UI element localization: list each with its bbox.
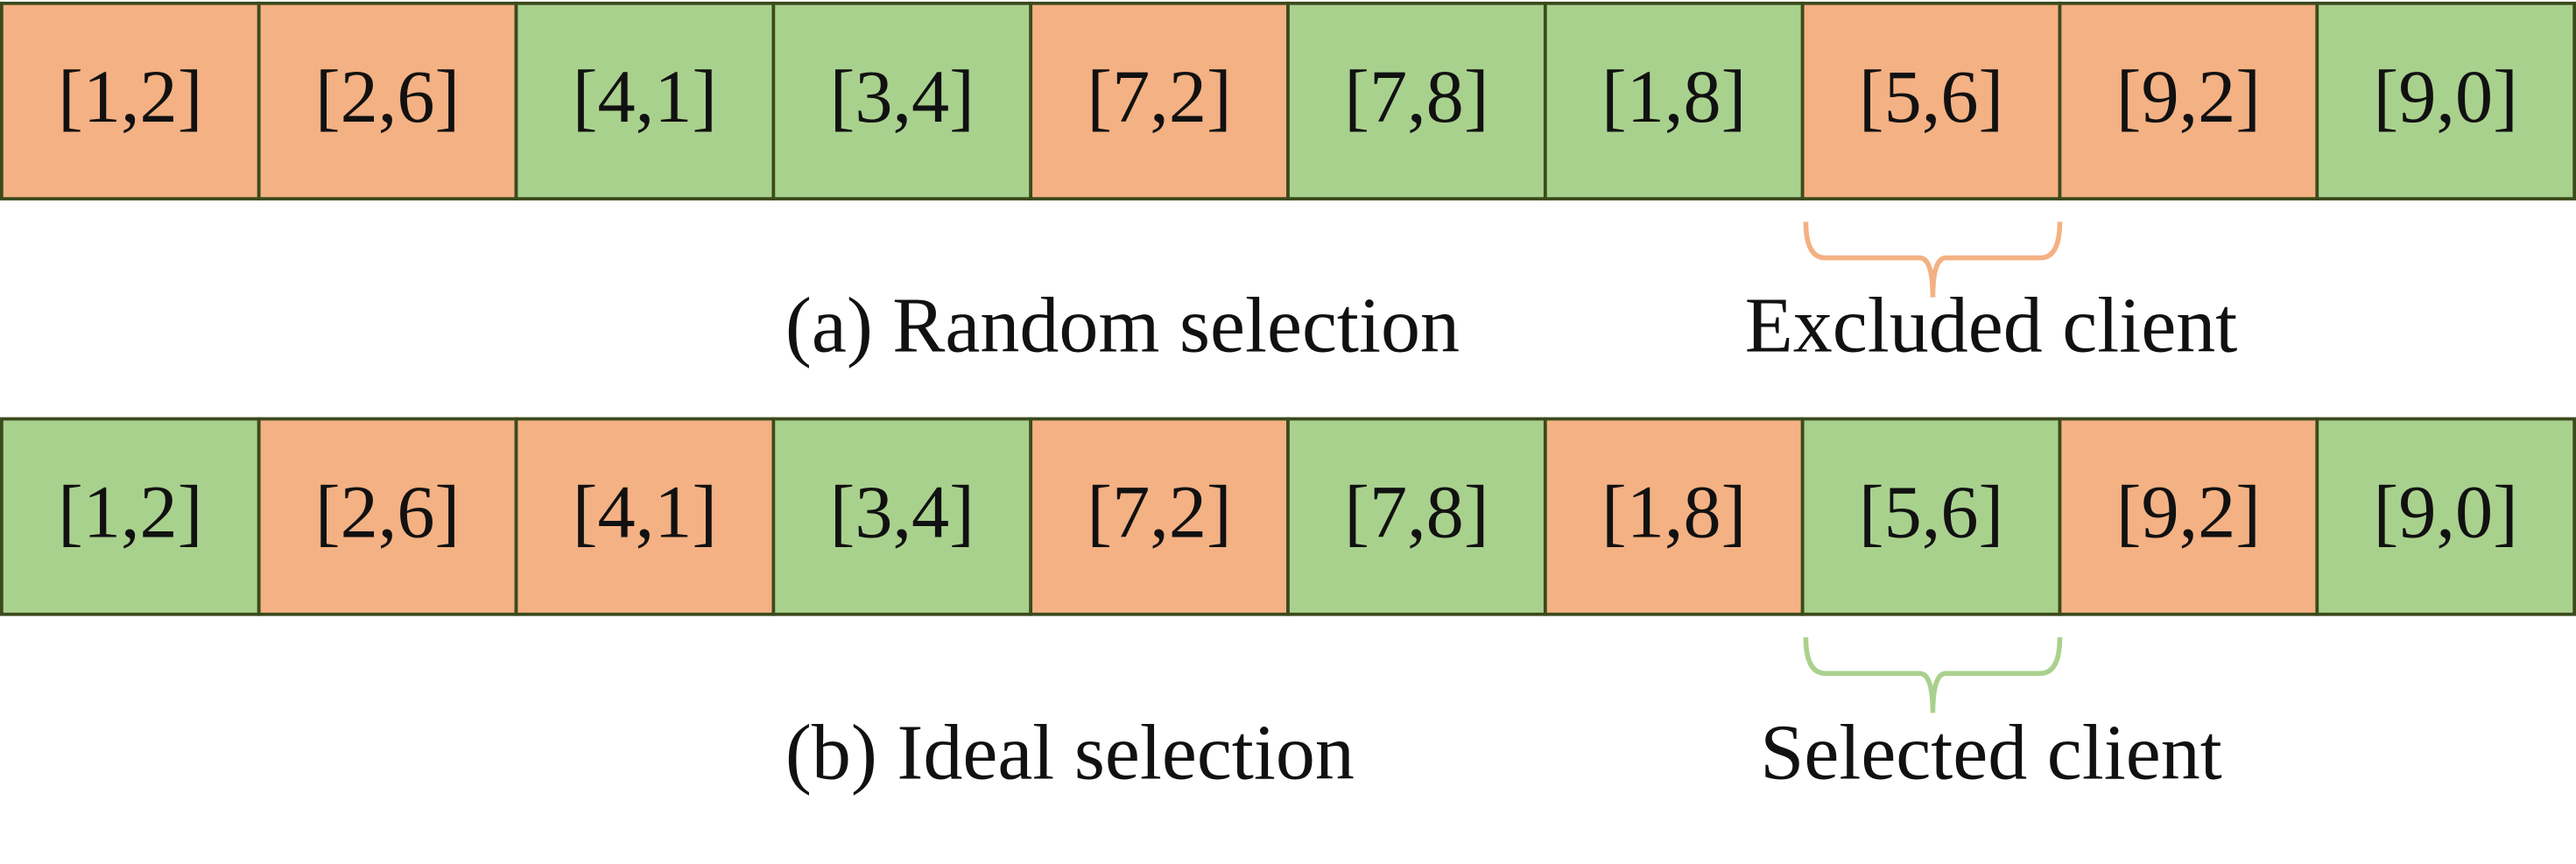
- cell-label: [5,6]: [1859, 54, 2003, 138]
- cell: [771, 1, 1033, 200]
- cell: [514, 1, 776, 200]
- cell-label: [1,8]: [1601, 470, 1746, 554]
- brace: [1803, 637, 2063, 713]
- brace: [1803, 221, 2063, 298]
- cell-label: [3,4]: [830, 470, 975, 554]
- cell-label: [9,2]: [2116, 54, 2261, 138]
- cell-label: [1,2]: [58, 54, 202, 138]
- cell-label: [9,0]: [2374, 54, 2518, 138]
- cell: [514, 417, 776, 616]
- cell: [2315, 1, 2576, 200]
- cell: [1029, 1, 1290, 200]
- cell: [1543, 1, 1805, 200]
- caption: (b) Ideal selection: [785, 709, 1355, 796]
- cell-label: [4,1]: [573, 54, 717, 138]
- cell-label: [5,6]: [1859, 470, 2003, 554]
- cell: [2058, 417, 2319, 616]
- cell: [1286, 1, 1547, 200]
- brace-label: Selected client: [1760, 709, 2222, 796]
- cell-label: [7,8]: [1344, 470, 1489, 554]
- cell-label: [9,2]: [2116, 470, 2261, 554]
- cell-label: [7,8]: [1344, 54, 1489, 138]
- cell: [0, 417, 261, 616]
- cell-label: [9,0]: [2374, 470, 2518, 554]
- cell: [1800, 417, 2062, 616]
- cell-label: [4,1]: [573, 470, 717, 554]
- cell: [257, 417, 518, 616]
- cell-label: [1,8]: [1601, 54, 1746, 138]
- cell: [771, 417, 1033, 616]
- cell-label: [3,4]: [830, 54, 975, 138]
- cell: [0, 1, 261, 200]
- cell: [2058, 1, 2319, 200]
- cell-label: [7,2]: [1087, 54, 1231, 138]
- cell-label: [7,2]: [1087, 470, 1231, 554]
- brace-label: Excluded client: [1745, 283, 2238, 369]
- cell: [1800, 1, 2062, 200]
- cell: [1286, 417, 1547, 616]
- cell: [1029, 417, 1290, 616]
- cell: [257, 1, 518, 200]
- caption: (a) Random selection: [785, 283, 1460, 369]
- cell-label: [2,6]: [315, 470, 460, 554]
- cell: [1543, 417, 1805, 616]
- cell-label: [1,2]: [58, 470, 202, 554]
- cell: [2315, 417, 2576, 616]
- cell-label: [2,6]: [315, 54, 460, 138]
